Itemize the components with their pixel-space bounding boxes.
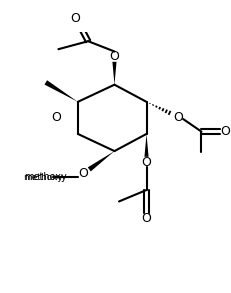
Polygon shape [144, 134, 149, 157]
Text: O: O [51, 111, 61, 125]
Text: O: O [142, 156, 152, 168]
Text: O: O [142, 212, 152, 225]
Text: O: O [174, 111, 183, 124]
Polygon shape [45, 80, 78, 102]
Text: O: O [79, 167, 88, 180]
Polygon shape [88, 151, 115, 171]
Text: O: O [109, 50, 119, 63]
Text: methoxy: methoxy [24, 172, 67, 182]
Text: methoxy: methoxy [24, 173, 63, 182]
Polygon shape [112, 62, 116, 85]
Text: O: O [220, 125, 230, 138]
Text: O: O [71, 12, 80, 25]
